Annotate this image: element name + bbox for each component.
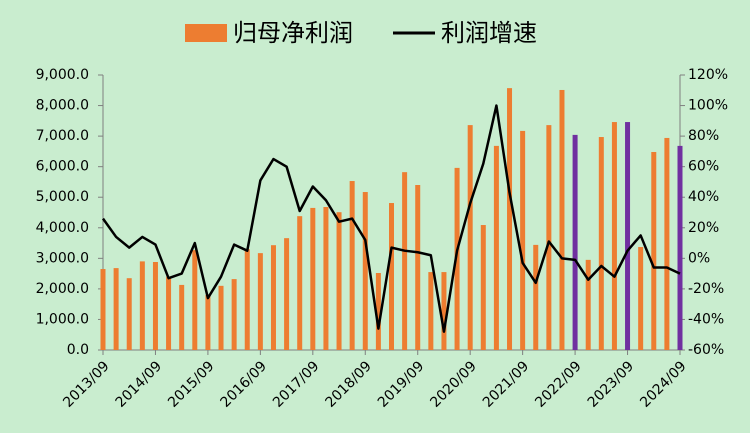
y-tick-label: 6,000.0 [36, 159, 89, 175]
bar [664, 137, 670, 350]
bar [362, 192, 368, 350]
x-tick-label: 2013/09 [60, 358, 112, 410]
y2-tick-label: -60% [688, 342, 724, 358]
bar [625, 122, 631, 350]
bar [441, 272, 447, 350]
bar [559, 89, 565, 350]
bar [520, 130, 526, 350]
y-tick-label: 7,000.0 [36, 128, 89, 144]
bar [651, 152, 657, 350]
x-tick-label: 2015/09 [165, 358, 217, 410]
bar [467, 125, 473, 350]
bar [454, 167, 460, 350]
y-tick-label: 8,000.0 [36, 98, 89, 114]
y2-tick-label: -40% [688, 311, 724, 327]
y-tick-label: 2,000.0 [36, 281, 89, 297]
y-tick-label: 5,000.0 [36, 189, 89, 205]
bar [336, 212, 342, 350]
y2-tick-label: -20% [688, 281, 724, 297]
bar [428, 272, 434, 350]
bar [480, 225, 486, 350]
x-tick-label: 2017/09 [270, 358, 322, 410]
y2-tick-label: 60% [688, 159, 719, 175]
bar [270, 245, 276, 350]
bar [179, 284, 185, 350]
bar [349, 181, 355, 350]
bar [598, 137, 604, 350]
bar [231, 279, 237, 350]
bar [323, 207, 329, 350]
x-tick-label: 2020/09 [427, 358, 479, 410]
bar [126, 278, 132, 350]
bar [507, 88, 513, 350]
line [101, 104, 681, 333]
y2-tick-label: 20% [688, 220, 719, 236]
bar [493, 145, 499, 350]
bar [638, 247, 644, 350]
x-tick-label: 2021/09 [480, 358, 532, 410]
legend-label: 归母净利润 [233, 19, 353, 47]
x-tick-label: 2014/09 [113, 358, 165, 410]
bar [677, 145, 683, 350]
y-tick-label: 3,000.0 [36, 250, 89, 266]
bar [139, 261, 145, 350]
y2-tick-label: 80% [688, 128, 719, 144]
bar [297, 216, 303, 350]
y-tick-label: 9,000.0 [36, 67, 89, 83]
bar [244, 249, 250, 350]
bar [402, 172, 408, 350]
x-tick-label: 2024/09 [637, 358, 689, 410]
bar [284, 238, 290, 350]
bar [611, 122, 617, 350]
bar [415, 185, 421, 350]
legend-swatch [185, 24, 227, 42]
y2-tick-label: 40% [688, 189, 719, 205]
x-tick-label: 2019/09 [375, 358, 427, 410]
x-tick-label: 2022/09 [532, 358, 584, 410]
bar [113, 268, 119, 350]
bar [389, 203, 394, 350]
y2-tick-label: 120% [688, 67, 728, 83]
y-tick-label: 1,000.0 [36, 311, 89, 327]
x-tick-label: 2023/09 [585, 358, 637, 410]
bar [218, 285, 224, 350]
bar [192, 250, 198, 350]
bar [572, 134, 578, 350]
bar [152, 262, 158, 350]
bar [375, 273, 381, 350]
y-tick-label: 4,000.0 [36, 220, 89, 236]
x-tick-label: 2016/09 [218, 358, 270, 410]
bar [166, 276, 172, 350]
bar [310, 207, 316, 350]
bar [205, 295, 211, 350]
y2-tick-label: 0% [688, 250, 710, 266]
x-tick-label: 2018/09 [322, 358, 374, 410]
y2-tick-label: 100% [688, 98, 728, 114]
bar [533, 244, 539, 350]
bar [546, 125, 552, 350]
y-tick-label: 0.0 [67, 342, 89, 358]
bar [585, 259, 591, 350]
legend-label: 利润增速 [441, 19, 537, 47]
bar [257, 253, 263, 350]
bar [100, 269, 106, 350]
